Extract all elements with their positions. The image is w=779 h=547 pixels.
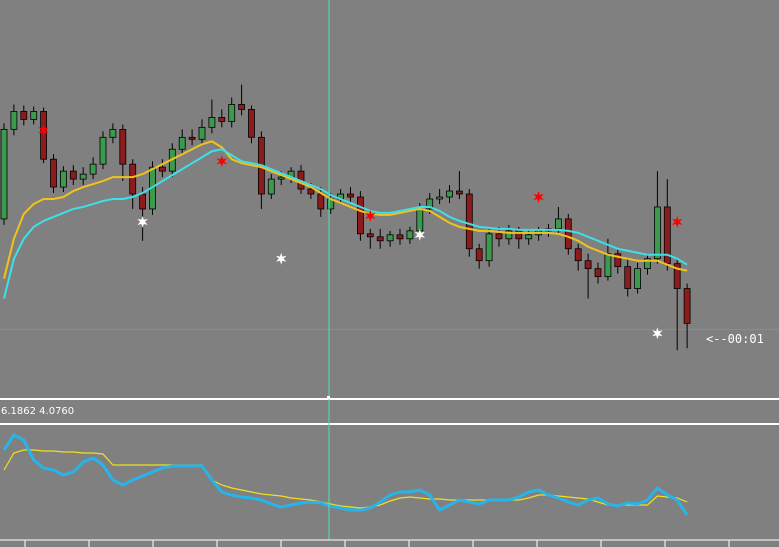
- time-ticks: [24, 540, 730, 547]
- candle-body: [673, 263, 681, 289]
- signal-star: [414, 228, 425, 241]
- candle-body: [505, 230, 513, 240]
- moving-average: [3, 140, 688, 279]
- candle-body: [634, 268, 641, 289]
- candle-body: [267, 178, 275, 195]
- indicator-line: [2, 433, 689, 516]
- candle-body: [416, 208, 424, 232]
- candle-body: [218, 117, 226, 122]
- candle-body: [396, 234, 404, 240]
- candle-body: [109, 128, 117, 138]
- candle-body: [485, 233, 493, 262]
- candle-body: [495, 233, 503, 240]
- signal-star: [137, 215, 148, 228]
- candle-body: [119, 128, 127, 165]
- indicator-line: [3, 449, 688, 509]
- moving-average: [3, 148, 688, 299]
- candle-body: [238, 104, 246, 110]
- signal-star: [38, 124, 49, 137]
- candle-body: [455, 190, 463, 195]
- candle-body: [20, 111, 28, 120]
- candle-body: [198, 126, 206, 140]
- candle-body: [683, 288, 691, 324]
- signal-star: [276, 252, 287, 265]
- candle-body: [30, 111, 38, 120]
- candle-body: [129, 163, 137, 195]
- candle-body: [436, 196, 444, 200]
- candle-body: [10, 111, 18, 130]
- signal-star: [533, 191, 544, 203]
- candle-body: [69, 170, 77, 180]
- candle-body: [79, 173, 87, 180]
- indicator-label: 6.1862 4.0760: [1, 406, 74, 417]
- candle-body: [406, 230, 414, 240]
- signal-star: [365, 209, 376, 222]
- candle-body: [89, 163, 97, 175]
- candle-body: [208, 117, 216, 128]
- candle-body: [574, 248, 582, 262]
- candle-body: [158, 166, 166, 172]
- candle-body: [525, 234, 533, 240]
- candle-body: [188, 136, 196, 140]
- candle-body: [347, 193, 354, 198]
- candle-body: [446, 190, 453, 198]
- candle-body: [555, 218, 562, 230]
- signal-star: [216, 155, 227, 168]
- timer-label: <--00:01: [706, 332, 764, 346]
- candle-body: [604, 253, 612, 278]
- candle-body: [99, 136, 107, 165]
- candle-body: [50, 158, 57, 188]
- candle-body: [277, 176, 285, 180]
- candle-body: [564, 218, 572, 250]
- candle-body: [317, 193, 325, 210]
- candle-body: [624, 266, 632, 289]
- candle-body: [0, 128, 8, 220]
- candle-body: [139, 193, 147, 210]
- candle-body: [356, 196, 364, 235]
- candle-body: [376, 236, 384, 242]
- candle-body: [644, 258, 651, 270]
- candle-body: [465, 193, 473, 250]
- candle-body: [307, 188, 315, 195]
- signal-star: [672, 215, 683, 228]
- candle-body: [386, 234, 394, 242]
- candle-body: [248, 109, 255, 138]
- candle-body: [654, 206, 661, 260]
- candle-body: [584, 260, 592, 270]
- signal-star: [652, 327, 663, 340]
- indicator-panel: [2, 433, 689, 516]
- candle-body: [228, 104, 236, 122]
- price-panel: <--00:01: [0, 84, 779, 351]
- candle-body: [475, 248, 483, 262]
- candle-body: [60, 170, 67, 188]
- candle-body: [366, 233, 374, 238]
- candle-body: [614, 253, 622, 268]
- candle-body: [178, 136, 186, 150]
- crosshair-dot: [327, 396, 330, 399]
- candle-body: [426, 198, 434, 210]
- candle-body: [594, 268, 602, 278]
